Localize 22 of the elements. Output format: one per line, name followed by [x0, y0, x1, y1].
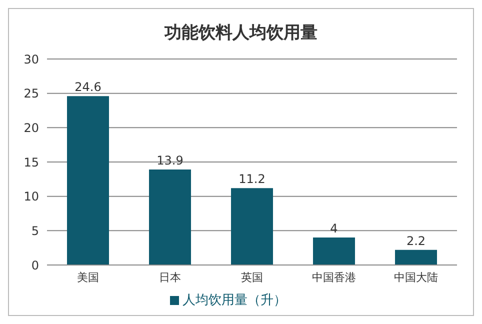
- chart-title: 功能饮料人均饮用量: [163, 22, 318, 45]
- y-tick-label: 15: [24, 155, 39, 170]
- x-tick-label: 日本: [159, 270, 181, 284]
- x-tick-label: 中国香港: [312, 270, 356, 284]
- y-tick-label: 25: [24, 86, 39, 101]
- y-tick-label: 0: [31, 258, 39, 272]
- y-tick-label: 20: [24, 120, 39, 135]
- bar: [67, 96, 109, 265]
- y-tick-label: 5: [31, 224, 39, 238]
- x-tick-label: 中国大陆: [394, 270, 438, 284]
- data-label: 2.2: [406, 234, 426, 248]
- x-tick-label: 英国: [241, 270, 263, 284]
- bar: [149, 170, 191, 265]
- data-label: 24.6: [74, 80, 102, 94]
- bar: [395, 250, 437, 265]
- legend-label: 人均饮用量（升）: [182, 293, 286, 308]
- bar: [231, 188, 273, 265]
- x-tick-label: 美国: [77, 270, 99, 284]
- bar: [313, 238, 355, 265]
- data-label: 11.2: [238, 172, 266, 186]
- y-tick-label: 10: [24, 190, 39, 204]
- y-tick-label: 30: [24, 52, 39, 66]
